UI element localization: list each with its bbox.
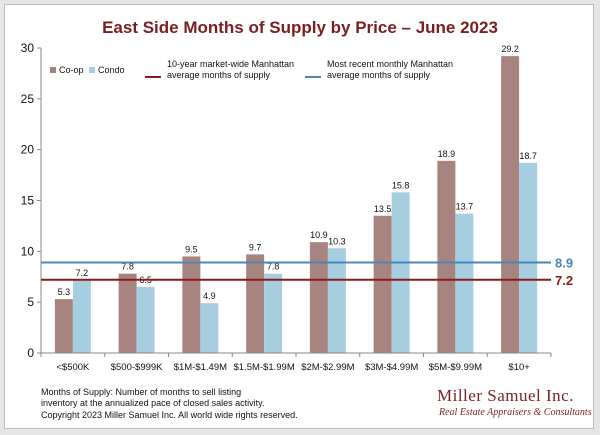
bar-condo bbox=[391, 192, 410, 353]
x-tick-label: $1M-$1.49M bbox=[174, 362, 227, 373]
x-tick-label: $5M-$9.99M bbox=[429, 362, 482, 373]
bar-co-op bbox=[118, 273, 137, 353]
bar-condo bbox=[455, 213, 474, 353]
logo-tagline: Real Estate Appraisers & Consultants bbox=[439, 407, 592, 418]
legend-label: Co-op bbox=[59, 65, 84, 75]
bar-co-op bbox=[501, 56, 520, 354]
footnote-line-1: Months of Supply: Number of months to se… bbox=[41, 387, 242, 397]
data-label: 7.2 bbox=[76, 268, 89, 278]
bar-condo bbox=[136, 286, 155, 353]
data-label: 13.7 bbox=[456, 202, 474, 212]
bar-condo bbox=[264, 273, 283, 353]
footnote-copyright: Copyright 2023 Miller Samuel Inc. All wo… bbox=[41, 410, 298, 420]
x-tick-label: <$500K bbox=[56, 362, 90, 373]
y-axis: 0 5 10 15 20 25 30 bbox=[21, 41, 42, 360]
y-tick-label: 25 bbox=[21, 92, 35, 106]
data-label: 9.7 bbox=[249, 242, 262, 252]
legend-swatch bbox=[50, 67, 56, 73]
bar-condo bbox=[519, 162, 538, 353]
reference-lines: 7.2 8.9 bbox=[41, 256, 573, 288]
y-tick-label: 30 bbox=[21, 41, 35, 55]
y-tick-label: 15 bbox=[21, 194, 35, 208]
y-tick-label: 0 bbox=[27, 346, 34, 360]
bar-co-op bbox=[373, 215, 392, 353]
logo-name: Miller Samuel Inc. bbox=[437, 386, 574, 405]
data-label: 10.9 bbox=[310, 230, 328, 240]
data-label: 9.5 bbox=[185, 244, 198, 254]
data-label: 29.2 bbox=[501, 44, 519, 54]
data-label: 18.9 bbox=[438, 149, 456, 159]
reference-line-label: 8.9 bbox=[555, 256, 573, 271]
y-tick-label: 10 bbox=[21, 244, 35, 258]
data-label: 18.7 bbox=[519, 151, 537, 161]
bar-condo bbox=[327, 248, 346, 353]
y-tick-label: 20 bbox=[21, 143, 35, 157]
data-label: 15.8 bbox=[392, 180, 410, 190]
x-tick-label: $1.5M-$1.99M bbox=[233, 362, 294, 373]
bar-co-op bbox=[54, 299, 73, 353]
bar-co-op bbox=[309, 242, 328, 353]
data-label: 10.3 bbox=[328, 236, 346, 246]
bar-co-op bbox=[246, 254, 265, 353]
bar-co-op bbox=[182, 256, 201, 353]
bar-condo bbox=[72, 279, 91, 353]
legend-label: 10-year market-wide Manhattan average mon… bbox=[167, 59, 294, 80]
data-label: 7.8 bbox=[267, 262, 280, 272]
bar-co-op bbox=[437, 160, 456, 353]
y-tick-label: 5 bbox=[27, 295, 34, 309]
x-tick-label: $500-$999K bbox=[111, 362, 163, 373]
legend-label: Most recent monthly Manhattan average mon… bbox=[327, 59, 453, 80]
data-label: 7.8 bbox=[121, 262, 134, 272]
data-label: 4.9 bbox=[203, 291, 216, 301]
reference-line-label: 7.2 bbox=[555, 273, 573, 288]
data-label: 5.3 bbox=[58, 287, 71, 297]
x-axis: <$500K $500-$999K $1M-$1.49M $1.5M-$1.99M $2… bbox=[40, 352, 552, 373]
legend: Co-op Condo 10-year market-wide Manhattan a… bbox=[50, 59, 453, 80]
bars-group: 5.37.27.86.59.54.99.77.810.910.313.515.8… bbox=[54, 44, 538, 354]
chart-title: East Side Months of Supply by Price – Ju… bbox=[102, 18, 498, 37]
x-tick-label: $3M-$4.99M bbox=[365, 362, 418, 373]
footnote-line-2: inventory at the annualized pace of clos… bbox=[41, 398, 265, 408]
data-label: 13.5 bbox=[374, 204, 392, 214]
x-tick-label: $2M-$2.99M bbox=[301, 362, 354, 373]
chart-card: East Side Months of Supply by Price – Ju… bbox=[4, 4, 594, 429]
legend-swatch bbox=[89, 67, 95, 73]
x-tick-label: $10+ bbox=[508, 362, 530, 373]
legend-label: Condo bbox=[98, 65, 125, 75]
bar-condo bbox=[200, 303, 219, 353]
